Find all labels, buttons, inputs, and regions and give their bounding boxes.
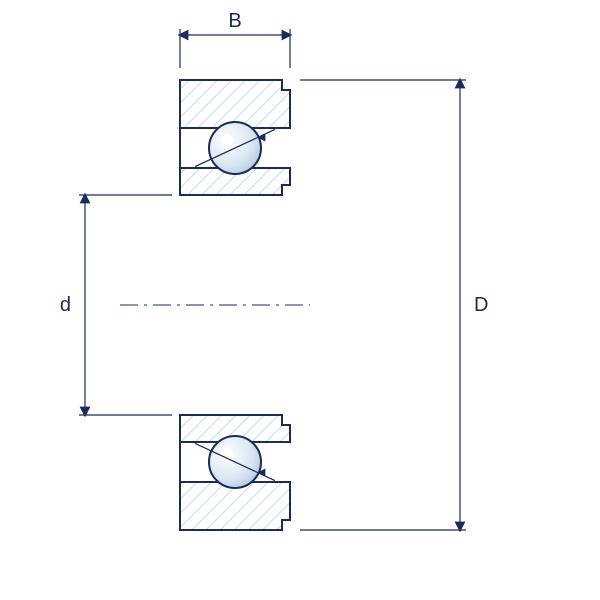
- label-bore-d: d: [60, 294, 71, 316]
- label-width-B: B: [228, 10, 241, 32]
- bearing-cross-section: B Dd: [0, 0, 600, 600]
- label-outer-dia-D: D: [474, 294, 488, 316]
